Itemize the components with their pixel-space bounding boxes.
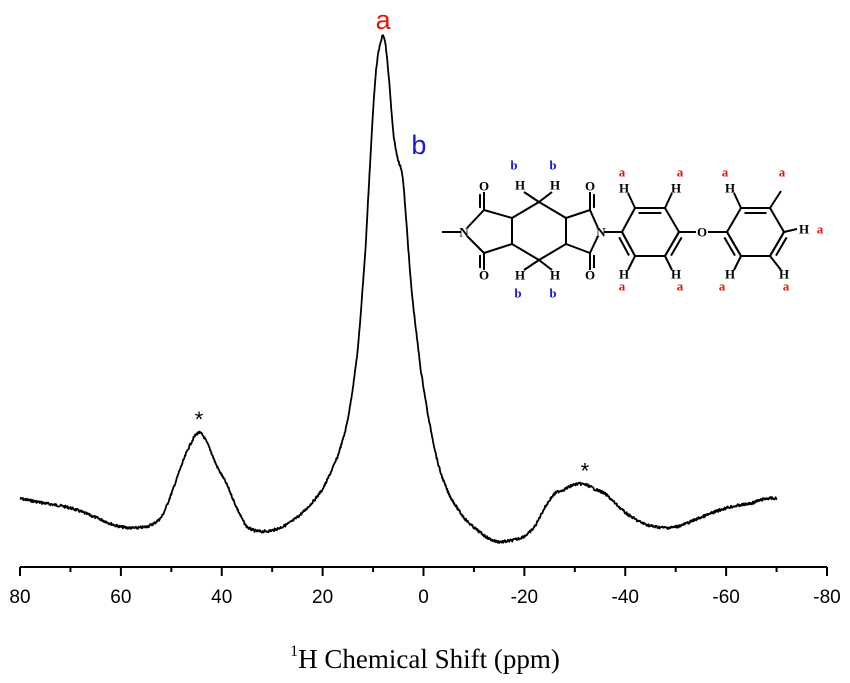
- bond: [664, 192, 673, 209]
- hydrogen-atom: H: [515, 268, 525, 283]
- molecule-structure: N N O O O O O H H H H H H H H H H H Hb b b b a a a a a a a a a: [442, 158, 824, 301]
- bond: [664, 207, 680, 233]
- proton-label: a: [677, 165, 684, 180]
- hydrogen-atom: H: [725, 267, 735, 282]
- hydrogen-atom: H: [619, 267, 629, 282]
- x-tick-label: 80: [9, 587, 30, 608]
- spinning-sideband-marker: *: [195, 407, 204, 432]
- hydrogen-atom: H: [515, 178, 525, 193]
- bond: [627, 192, 636, 209]
- bond: [618, 236, 630, 256]
- hydrogen-atom: H: [779, 267, 789, 282]
- x-tick-label: -60: [712, 587, 739, 608]
- bond: [726, 207, 742, 233]
- hydrogen-atom: H: [671, 267, 681, 282]
- proton-label: b: [549, 158, 556, 173]
- x-tick-label: -80: [813, 587, 840, 608]
- oxygen-atom: O: [697, 225, 707, 240]
- bond: [775, 236, 788, 257]
- x-tick-label: 40: [211, 587, 232, 608]
- oxygen-atom: O: [585, 179, 595, 194]
- proton-label: a: [722, 165, 729, 180]
- bond: [565, 243, 591, 254]
- bond: [769, 231, 785, 257]
- nitrogen-atom: N: [596, 225, 606, 240]
- hydrogen-atom: H: [619, 181, 629, 196]
- bond: [483, 243, 513, 254]
- bond: [621, 207, 636, 233]
- x-tick-label: -40: [612, 587, 639, 608]
- x-tick-label: 60: [110, 587, 131, 608]
- x-tick-label: -20: [511, 587, 538, 608]
- bond: [466, 209, 485, 229]
- proton-label: a: [719, 279, 726, 294]
- bond: [733, 255, 742, 271]
- bond: [723, 236, 736, 257]
- bond: [733, 192, 742, 209]
- bond: [769, 207, 785, 233]
- x-tick-label: 20: [312, 587, 333, 608]
- hydrogen-atom: H: [799, 222, 809, 237]
- bond: [511, 201, 540, 219]
- nitrogen-atom: N: [459, 225, 469, 240]
- bond: [664, 231, 680, 257]
- proton-label: a: [779, 165, 786, 180]
- proton-label: a: [619, 165, 626, 180]
- proton-label: b: [514, 286, 521, 301]
- bond: [589, 235, 599, 254]
- bond: [538, 201, 567, 219]
- bond: [589, 209, 599, 229]
- hydrogen-atom: H: [725, 181, 735, 196]
- hydrogen-atom: H: [671, 181, 681, 196]
- proton-label: b: [510, 158, 517, 173]
- bond: [621, 231, 636, 257]
- bond: [466, 235, 485, 254]
- peak-label: b: [411, 130, 426, 160]
- bond: [670, 236, 683, 257]
- bond: [627, 255, 636, 271]
- peak-label: a: [376, 5, 392, 35]
- spinning-sideband-marker: *: [581, 459, 590, 484]
- proton-label: b: [549, 286, 556, 301]
- bond: [538, 243, 567, 261]
- bond: [726, 231, 742, 257]
- bond: [523, 191, 540, 203]
- hydrogen-atom: H: [550, 178, 560, 193]
- bond: [511, 243, 540, 261]
- bond: [769, 190, 782, 209]
- x-axis-title: 1H Chemical Shift (ppm): [290, 643, 560, 674]
- series-line: [19, 34, 778, 544]
- hydrogen-atom: H: [550, 268, 560, 283]
- bond: [769, 255, 782, 271]
- bond: [783, 228, 798, 233]
- oxygen-atom: O: [585, 268, 595, 283]
- oxygen-atom: O: [479, 268, 489, 283]
- bond: [565, 209, 591, 219]
- proton-label: a: [817, 222, 824, 237]
- oxygen-atom: O: [479, 179, 489, 194]
- proton-label: a: [783, 279, 790, 294]
- proton-label: a: [619, 279, 626, 294]
- bond: [538, 259, 553, 271]
- proton-label: a: [677, 279, 684, 294]
- bond: [523, 259, 540, 271]
- bond: [664, 255, 673, 271]
- x-tick-label: 0: [418, 587, 429, 608]
- bond: [538, 191, 553, 203]
- bond: [483, 209, 513, 219]
